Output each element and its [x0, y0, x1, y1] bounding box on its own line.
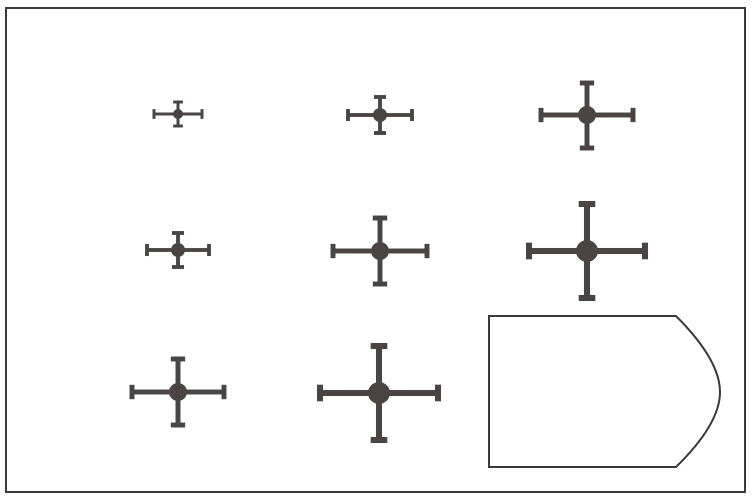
crosshair-icon [525, 200, 649, 302]
matrix-cell-2-2 [330, 215, 430, 287]
crosshair-icon [129, 356, 227, 428]
crosshair-icon [316, 342, 442, 444]
matrix-cell-3-1 [129, 356, 227, 428]
matrix-cell-1-3 [538, 80, 636, 151]
crosshair-icon [538, 80, 636, 151]
crosshair-icon [145, 231, 211, 269]
matrix-cell-3-2 [316, 342, 442, 444]
crosshair-icon [152, 100, 204, 128]
crosshair-icon [330, 215, 430, 287]
matrix-cell-2-1 [145, 231, 211, 269]
matrix-cell-1-2 [346, 95, 414, 135]
matrix-cell-2-3 [525, 200, 649, 302]
answer-box[interactable] [488, 315, 722, 468]
crosshair-icon [346, 95, 414, 135]
matrix-cell-1-1 [152, 100, 204, 128]
outer-frame [5, 7, 746, 493]
